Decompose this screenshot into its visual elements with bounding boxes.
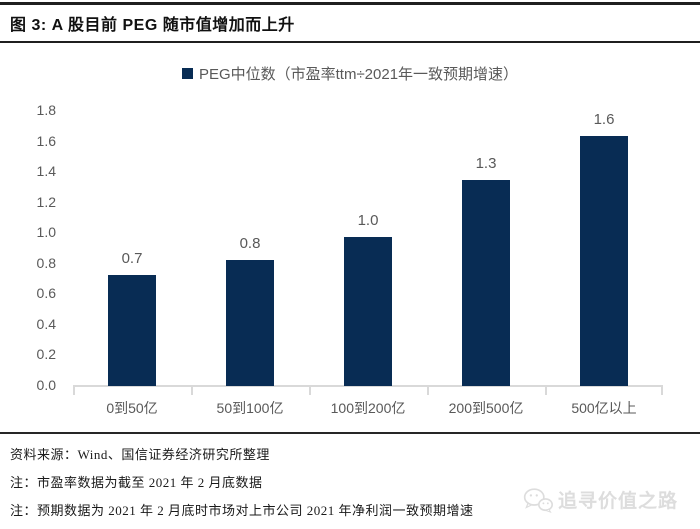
bar [344,237,392,386]
x-axis-tick [73,385,75,395]
footnote-1: 注：市盈率数据为截至 2021 年 2 月底数据 [10,475,263,490]
bar [226,260,274,386]
legend-label: PEG中位数（市盈率ttm÷2021年一致预期增速） [198,65,519,83]
y-axis-tick-label: 0.2 [36,346,56,363]
y-axis-tick-label: 1.0 [36,224,56,241]
x-axis-category-label: 100到200亿 [330,400,406,416]
y-axis-tick-label: 1.4 [36,163,56,180]
footer-rule [0,432,700,434]
x-axis-category-label: 50到100亿 [216,400,284,416]
bar-value-label: 1.6 [593,111,615,128]
footnote-2: 注：预期数据为 2021 年 2 月底时市场对上市公司 2021 年净利润一致预… [10,503,474,518]
x-axis-tick [661,385,663,395]
y-axis-tick-label: 1.2 [36,193,56,210]
bar [108,275,156,386]
header-bottom-rule [0,41,700,43]
watermark: 追寻价值之路 [523,486,678,513]
bar-value-label: 0.8 [239,235,261,252]
x-axis-tick [191,385,193,395]
watermark-label: 追寻价值之路 [558,491,679,512]
y-axis-tick-label: 0.0 [36,377,56,393]
source-note: 资料来源：Wind、国信证券经济研究所整理 [10,447,270,462]
x-axis-line [73,385,663,387]
figure-title: 图 3: A 股目前 PEG 随市值增加而上升 [10,17,295,34]
x-axis-category-label: 200到500亿 [448,400,524,416]
y-axis-tick-label: 1.6 [36,132,56,149]
x-axis-category-label: 0到50亿 [106,400,158,416]
chart-legend: PEG中位数（市盈率ttm÷2021年一致预期增速） [0,62,700,84]
bar-value-label: 0.7 [121,250,143,267]
bar-value-label: 1.0 [357,212,379,229]
y-axis-tick-label: 0.6 [36,285,56,302]
header-top-rule [0,2,700,5]
x-axis-tick [545,385,547,395]
bar [580,136,628,386]
x-axis-tick [309,385,311,395]
y-axis-tick-label: 0.8 [36,254,56,271]
x-axis-category-label: 500亿以上 [571,400,637,416]
wechat-icon [523,487,553,513]
bar [462,180,510,386]
plot-area: 1.8 1.6 1.4 1.2 1.0 0.8 0.6 0.4 0.2 0.0 0.7 0到50亿 0.… [0,90,700,420]
legend-swatch-icon [181,67,193,79]
y-axis-tick-label: 1.8 [36,102,56,118]
bar-value-label: 1.3 [475,155,497,172]
x-axis-tick [427,385,429,395]
y-axis-tick-label: 0.4 [36,315,56,332]
